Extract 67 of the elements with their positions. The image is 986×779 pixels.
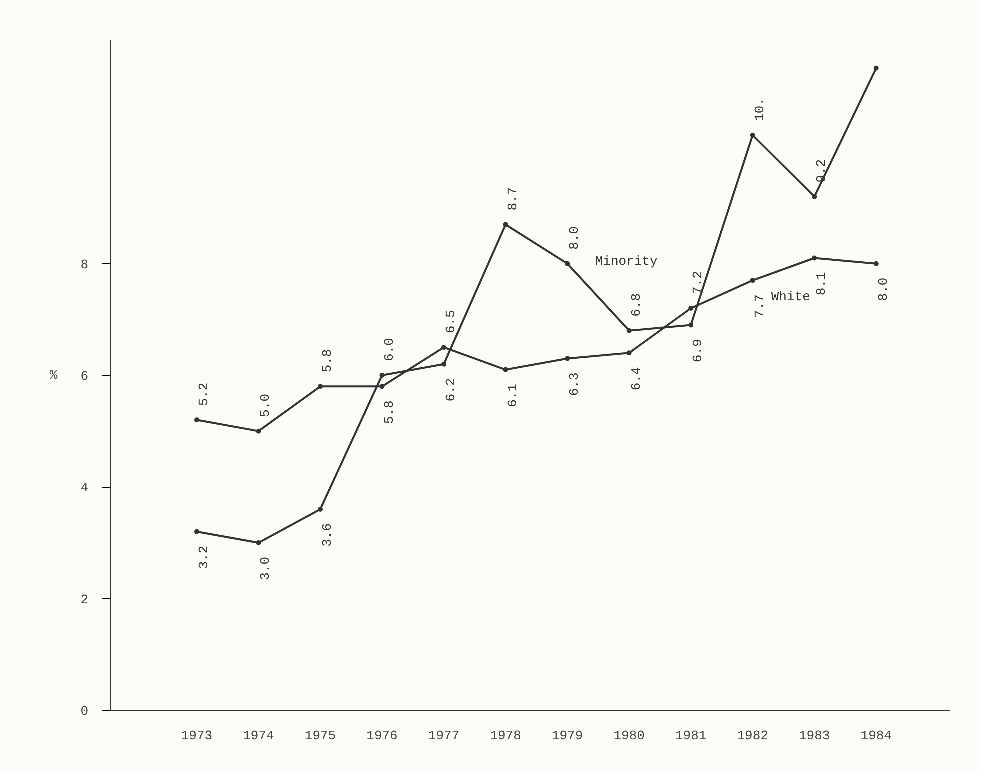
point bbox=[318, 507, 323, 512]
data-label: 3.2 bbox=[196, 546, 212, 570]
data-label: 5.8 bbox=[382, 400, 397, 424]
point bbox=[812, 256, 818, 261]
point bbox=[565, 356, 570, 362]
point bbox=[874, 66, 879, 71]
data-label: 6.9 bbox=[690, 339, 706, 363]
data-label: 6.0 bbox=[382, 338, 397, 362]
data-label: 5.2 bbox=[196, 382, 212, 406]
x-tick-label: 1983 bbox=[799, 728, 830, 744]
point bbox=[688, 322, 694, 328]
y-tick-label: 0 bbox=[80, 704, 89, 719]
x-tick-label: 1981 bbox=[675, 728, 707, 744]
point bbox=[503, 222, 508, 228]
point bbox=[194, 418, 200, 423]
point bbox=[626, 350, 632, 356]
data-label: 7.7 bbox=[752, 294, 768, 318]
data-label: 5.8 bbox=[320, 349, 335, 373]
x-tick-label: 1973 bbox=[181, 728, 213, 744]
point bbox=[256, 540, 262, 546]
point bbox=[256, 428, 262, 434]
data-label: 7.2 bbox=[690, 271, 706, 294]
point bbox=[194, 529, 200, 534]
point bbox=[688, 306, 694, 311]
x-tick-label: 1977 bbox=[428, 728, 460, 744]
point bbox=[442, 345, 447, 350]
data-label: 6.5 bbox=[444, 310, 459, 334]
data-label: 8.7 bbox=[505, 187, 520, 211]
data-label: 5.0 bbox=[258, 394, 274, 418]
x-tick-label: 1975 bbox=[304, 728, 336, 744]
y-axis-title: % bbox=[50, 368, 58, 383]
point bbox=[626, 328, 632, 334]
x-tick-label: 1984 bbox=[860, 728, 892, 744]
point bbox=[565, 261, 570, 266]
data-label: 6.1 bbox=[505, 384, 520, 408]
point bbox=[442, 362, 447, 367]
x-tick-label: 1978 bbox=[490, 728, 522, 744]
point bbox=[812, 194, 818, 200]
point bbox=[750, 278, 756, 284]
data-label: 3.6 bbox=[320, 523, 335, 547]
x-tick-label: 1974 bbox=[243, 728, 275, 744]
x-tick-label: 1982 bbox=[737, 728, 768, 744]
y-tick-label: 2 bbox=[80, 592, 89, 608]
series-label: Minority bbox=[595, 254, 658, 269]
y-tick-label: 8 bbox=[80, 257, 89, 272]
data-label: 3.0 bbox=[258, 556, 274, 580]
point bbox=[503, 367, 508, 372]
y-tick-label: 4 bbox=[80, 480, 89, 496]
x-tick-label: 1979 bbox=[552, 728, 584, 744]
point bbox=[874, 261, 879, 266]
data-label: 8.1 bbox=[814, 272, 830, 296]
y-tick-label: 6 bbox=[80, 369, 89, 384]
data-label: 10. bbox=[752, 98, 768, 122]
data-label: 8.0 bbox=[567, 226, 582, 250]
data-label: 6.3 bbox=[567, 372, 582, 396]
point bbox=[750, 132, 756, 138]
point bbox=[380, 384, 385, 390]
data-label: 6.2 bbox=[444, 378, 459, 402]
data-label: 8.0 bbox=[876, 278, 891, 302]
x-tick-label: 1980 bbox=[614, 728, 645, 744]
series-label: White bbox=[771, 290, 810, 305]
data-label: 9.2 bbox=[814, 159, 830, 183]
x-tick-label: 1976 bbox=[366, 728, 398, 744]
data-label: 6.4 bbox=[628, 366, 644, 391]
point bbox=[318, 384, 323, 390]
data-label: 6.8 bbox=[628, 293, 644, 317]
point bbox=[380, 373, 385, 378]
